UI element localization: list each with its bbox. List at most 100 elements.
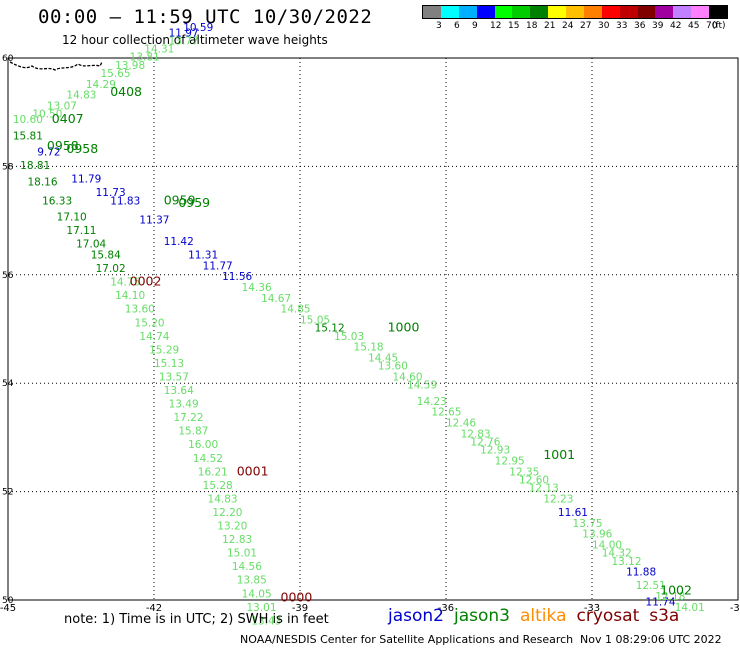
pass-time-label: 0000 <box>281 590 313 605</box>
legend-s3a: s3a <box>649 606 680 626</box>
wave-height-value: 13.01 <box>246 602 276 614</box>
lat-label: 54 <box>2 379 14 389</box>
wave-height-value: 12.95 <box>495 456 525 468</box>
wave-height-value: 13.57 <box>159 371 189 383</box>
wave-height-value: 17.02 <box>96 263 126 275</box>
wave-height-value: 13.64 <box>164 385 194 397</box>
colorbar-swatch <box>673 6 692 18</box>
lon-label: -33 <box>584 603 600 614</box>
lat-label: 58 <box>2 162 14 172</box>
pass-time-label: 1000 <box>388 320 420 335</box>
pass-time-label: 0407 <box>52 111 84 126</box>
wave-height-value: 12.13 <box>529 483 559 495</box>
wave-height-value: 12.20 <box>212 507 242 519</box>
wave-height-value: 14.00 <box>592 540 622 552</box>
footer-credit: NOAA/NESDIS Center for Satellite Applica… <box>240 633 574 646</box>
colorbar-label: 9 <box>472 21 478 31</box>
lat-label: 50 <box>2 596 14 606</box>
wave-height-value: 11.77 <box>203 260 233 272</box>
wave-height-value: 12.35 <box>509 466 539 478</box>
colorbar-label: 3 <box>436 21 442 31</box>
wave-height-value: 13.77 <box>169 35 199 47</box>
wave-height-value: 10.59 <box>183 22 213 34</box>
wave-height-value: 15.01 <box>227 548 257 560</box>
colorbar-swatch <box>548 6 566 18</box>
wave-height-value: 11.79 <box>71 174 101 186</box>
legend-jason3: jason3 <box>454 606 510 626</box>
wave-height-value: 13.20 <box>217 521 247 533</box>
pass-time-label: 0002 <box>130 274 162 289</box>
wave-height-value: 11.88 <box>626 567 656 579</box>
colorbar-labels: 3 6 9 12 15 18 21 24 27 30 33 36 39 42 45 70 <box>422 21 740 33</box>
wave-height-value: 14.60 <box>392 371 422 383</box>
wave-height-value: 14.05 <box>242 588 272 600</box>
colorbar-label: 36 <box>634 21 646 31</box>
wave-height-value: 15.12 <box>315 323 345 335</box>
wave-height-value: 14.59 <box>407 380 437 392</box>
colorbar-swatch <box>440 6 459 18</box>
wave-height-value: 12.83 <box>222 534 252 546</box>
coastline <box>9 61 103 71</box>
wave-height-value: 18.81 <box>20 160 50 172</box>
wave-height-value: 14.45 <box>368 353 398 365</box>
wave-height-value: 12.93 <box>480 445 510 457</box>
wave-height-value: 12.51 <box>636 580 666 592</box>
wave-height-value: 14.29 <box>86 79 116 91</box>
footer-note: note: 1) Time is in UTC; 2) SWH is in fe… <box>64 612 329 627</box>
wave-height-value: 12.46 <box>446 418 476 430</box>
wave-height-value: 13.60 <box>378 361 408 373</box>
pass-time-label: 0958 <box>47 138 79 153</box>
colorbar-swatch <box>494 6 513 18</box>
legend-altika: altika <box>520 606 567 626</box>
lon-label: -30 <box>730 603 740 614</box>
wave-height-value: 14.83 <box>66 90 96 102</box>
wave-height-value: 15.18 <box>354 342 384 354</box>
pass-time-label: 1002 <box>660 583 692 598</box>
wave-height-value: 15.03 <box>334 331 364 343</box>
lat-label: 60 <box>2 54 14 64</box>
wave-height-value: 17.22 <box>173 412 203 424</box>
wave-height-value: 12.23 <box>543 493 573 505</box>
wave-height-value: 14.32 <box>602 548 632 560</box>
wave-height-value: 17.11 <box>66 225 96 237</box>
wave-height-value: 12.60 <box>519 474 549 486</box>
wave-height-value: 10.60 <box>13 114 43 126</box>
wave-height-value: 14.01 <box>675 602 705 614</box>
legend-cryosat: cryosat <box>576 606 640 626</box>
wave-height-value: 14.75 <box>110 277 140 289</box>
pass-time-label: 0959 <box>178 195 210 210</box>
wave-height-value: 13.12 <box>611 556 641 568</box>
wave-height-value: 14.85 <box>281 304 311 316</box>
lon-label: -45 <box>0 603 16 614</box>
colorbar-swatch <box>583 6 602 18</box>
wave-height-value: 16.21 <box>198 466 228 478</box>
colorbar-label: 70 <box>706 21 718 31</box>
wave-height-value: 12.83 <box>461 428 491 440</box>
wave-height-value: 16.00 <box>188 439 218 451</box>
lon-label: -36 <box>438 603 454 614</box>
wave-height-value: 11.97 <box>169 27 199 39</box>
wave-height-value: 18.16 <box>27 176 57 188</box>
wave-height-value: 12.65 <box>431 407 461 419</box>
wave-height-value: 14.52 <box>193 453 223 465</box>
greenland-coast <box>9 61 103 71</box>
wave-height-value: 14.23 <box>417 396 447 408</box>
pass-time-label: 0001 <box>237 463 269 478</box>
colorbar-label: 21 <box>544 21 556 31</box>
lat-label: 52 <box>2 488 13 498</box>
wave-height-value: 11.83 <box>110 195 140 207</box>
colorbar-label: 42 <box>670 21 682 31</box>
colorbar-label: 30 <box>598 21 610 31</box>
colorbar-label: 18 <box>526 21 538 31</box>
colorbar-swatch <box>458 6 477 18</box>
colorbar-swatch <box>423 6 441 18</box>
wave-height-value: 13.75 <box>573 518 603 530</box>
colorbar-label: 15 <box>508 21 520 31</box>
colorbar-swatch <box>637 6 656 18</box>
lon-label: -39 <box>292 603 308 614</box>
pass-time-label: 0959 <box>164 192 196 207</box>
plot-frame <box>7 57 739 601</box>
wave-height-value: 14.10 <box>115 290 145 302</box>
wave-height-value: 11.31 <box>188 250 218 262</box>
lat-lon-grid <box>7 57 739 601</box>
